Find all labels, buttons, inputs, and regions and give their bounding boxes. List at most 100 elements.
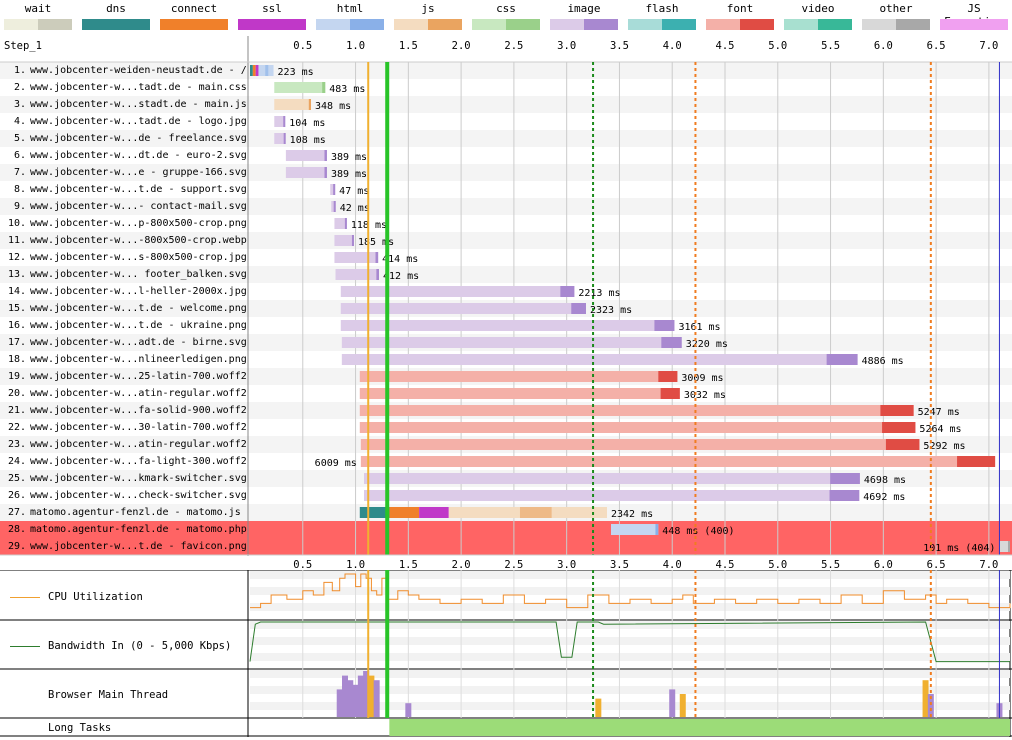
lane-stripe xyxy=(250,603,1010,611)
request-label[interactable]: 9. www.jobcenter-w...- contact-mail.svg xyxy=(4,198,248,215)
request-label[interactable]: 21. www.jobcenter-w...fa-solid-900.woff2 xyxy=(4,402,248,419)
request-label[interactable]: 29. www.jobcenter-w...t.de - favicon.png xyxy=(4,538,248,555)
request-label[interactable]: 15. www.jobcenter-w...t.de - welcome.png xyxy=(4,300,248,317)
request-time: 389 ms xyxy=(331,169,367,180)
legend-wait: wait xyxy=(2,0,74,34)
axis-tick: 6.5 xyxy=(926,40,946,52)
request-number: 24. xyxy=(7,456,26,467)
request-label[interactable]: 4. www.jobcenter-w...tadt.de - logo.jpg xyxy=(4,113,248,130)
request-number: 13. xyxy=(7,269,26,280)
request-time: 5264 ms xyxy=(919,424,961,435)
download-segment xyxy=(265,65,269,76)
request-label[interactable]: 8. www.jobcenter-w...t.de - support.svg xyxy=(4,181,248,198)
request-label[interactable]: 16. www.jobcenter-w...t.de - ukraine.png xyxy=(4,317,248,334)
request-label[interactable]: 23. www.jobcenter-w...atin-regular.woff2 xyxy=(4,436,248,453)
download-segment xyxy=(661,337,682,348)
download-segment xyxy=(829,490,860,501)
request-url: www.jobcenter-w...tadt.de - logo.jpg xyxy=(30,116,247,127)
request-label[interactable]: 19. www.jobcenter-w...25-latin-700.woff2 xyxy=(4,368,248,385)
request-url: www.jobcenter-w...dt.de - euro-2.svg xyxy=(30,150,247,161)
request-label[interactable]: 11. www.jobcenter-w...-800x500-crop.webp xyxy=(4,232,248,249)
main-thread-spike xyxy=(342,675,348,717)
request-number: 3. xyxy=(13,99,26,110)
request-url: www.jobcenter-w...atin-regular.woff2 xyxy=(30,388,247,399)
request-label[interactable]: 2. www.jobcenter-w...tadt.de - main.css xyxy=(4,79,248,96)
request-label[interactable]: 10. www.jobcenter-w...p-800x500-crop.png xyxy=(4,215,248,232)
axis-tick: 1.0 xyxy=(346,40,366,52)
request-url: www.jobcenter-w...kmark-switcher.svg xyxy=(30,473,247,484)
request-number: 17. xyxy=(7,337,26,348)
request-bar xyxy=(285,150,327,161)
request-time: 389 ms xyxy=(331,152,367,163)
legend-ssl: ssl xyxy=(236,0,308,34)
main-thread-spike xyxy=(405,703,412,717)
request-row xyxy=(0,79,1012,96)
axis-tick: 3.5 xyxy=(609,559,629,571)
legend-other: other xyxy=(860,0,932,34)
request-time: 4886 ms xyxy=(862,356,904,367)
request-number: 28. xyxy=(7,524,26,535)
request-url: www.jobcenter-w...- contact-mail.svg xyxy=(30,201,247,212)
download-segment xyxy=(324,167,327,178)
request-url: www.jobcenter-w...nlineerledigen.png xyxy=(30,354,247,365)
legend-swatch xyxy=(160,19,228,30)
request-number: 14. xyxy=(7,286,26,297)
request-time: 101 ms (404) xyxy=(923,543,995,554)
request-label[interactable]: 22. www.jobcenter-w...30-latin-700.woff2 xyxy=(4,419,248,436)
legend-label: video xyxy=(801,2,835,15)
request-label[interactable]: 20. www.jobcenter-w...atin-regular.woff2 xyxy=(4,385,248,402)
request-time: 412 ms xyxy=(383,271,419,282)
axis-tick: 7.0 xyxy=(979,40,999,52)
axis-tick: 1.0 xyxy=(346,559,366,571)
request-label[interactable]: 5. www.jobcenter-w...de - freelance.svg xyxy=(4,130,248,147)
request-time: 2342 ms xyxy=(611,509,653,520)
legend-label: image xyxy=(567,2,601,15)
request-label[interactable]: 24. www.jobcenter-w...fa-light-300.woff2 xyxy=(4,453,248,470)
request-label[interactable]: 28. matomo.agentur-fenzl.de - matomo.php xyxy=(4,521,248,538)
request-bar xyxy=(334,252,379,263)
request-time: 223 ms xyxy=(278,67,314,78)
legend-image: image xyxy=(548,0,620,34)
legend-flash: flash xyxy=(626,0,698,34)
request-number: 15. xyxy=(7,303,26,314)
request-label[interactable]: 27. matomo.agentur-fenzl.de - matomo.js xyxy=(4,504,248,521)
request-label[interactable]: 6. www.jobcenter-w...dt.de - euro-2.svg xyxy=(4,147,248,164)
request-label[interactable]: 26. www.jobcenter-w...check-switcher.svg xyxy=(4,487,248,504)
request-label[interactable]: 18. www.jobcenter-w...nlineerledigen.png xyxy=(4,351,248,368)
main-thread-spike xyxy=(347,680,354,717)
request-label[interactable]: 3. www.jobcenter-w...stadt.de - main.js xyxy=(4,96,248,113)
request-time: 4698 ms xyxy=(864,475,906,486)
request-label[interactable]: 12. www.jobcenter-w...s-800x500-crop.jpg xyxy=(4,249,248,266)
request-label[interactable]: 13. www.jobcenter-w... footer_balken.svg xyxy=(4,266,248,283)
main-thread-spike xyxy=(352,684,359,717)
main-thread-spike xyxy=(336,689,343,717)
request-label[interactable]: 17. www.jobcenter-w...adt.de - birne.svg xyxy=(4,334,248,351)
bandwidth-trace xyxy=(249,621,1010,663)
request-url: www.jobcenter-w...fa-light-300.woff2 xyxy=(30,456,247,467)
legend-swatch xyxy=(550,19,618,30)
download-segment xyxy=(375,252,379,263)
request-label[interactable]: 7. www.jobcenter-w...e - gruppe-166.svg xyxy=(4,164,248,181)
legend-swatch xyxy=(628,19,696,30)
request-time: 185 ms xyxy=(358,237,394,248)
request-time: 6009 ms xyxy=(315,458,357,469)
legend-label: dns xyxy=(106,2,126,15)
request-number: 12. xyxy=(7,252,26,263)
request-label[interactable]: 1. www.jobcenter-weiden-neustadt.de - / xyxy=(4,62,248,79)
download-segment xyxy=(880,405,914,416)
legend-js-execution: JS Execution xyxy=(938,0,1010,34)
request-bar xyxy=(274,82,326,93)
download-segment xyxy=(826,354,858,365)
connect-segment xyxy=(252,65,256,76)
legend-font: font xyxy=(704,0,776,34)
request-url: www.jobcenter-w...e - gruppe-166.svg xyxy=(30,167,247,178)
lanes: CPU Utilization Bandwidth In (0 - 5,000 … xyxy=(0,569,1012,737)
download-segment xyxy=(882,422,916,433)
request-row xyxy=(0,181,1012,198)
axis-tick: 5.0 xyxy=(768,559,788,571)
request-label[interactable]: 25. www.jobcenter-w...kmark-switcher.svg xyxy=(4,470,248,487)
request-label[interactable]: 14. www.jobcenter-w...l-heller-2000x.jpg xyxy=(4,283,248,300)
cpu-trace xyxy=(250,573,1011,609)
download-segment xyxy=(660,388,680,399)
request-time: 3009 ms xyxy=(681,373,723,384)
